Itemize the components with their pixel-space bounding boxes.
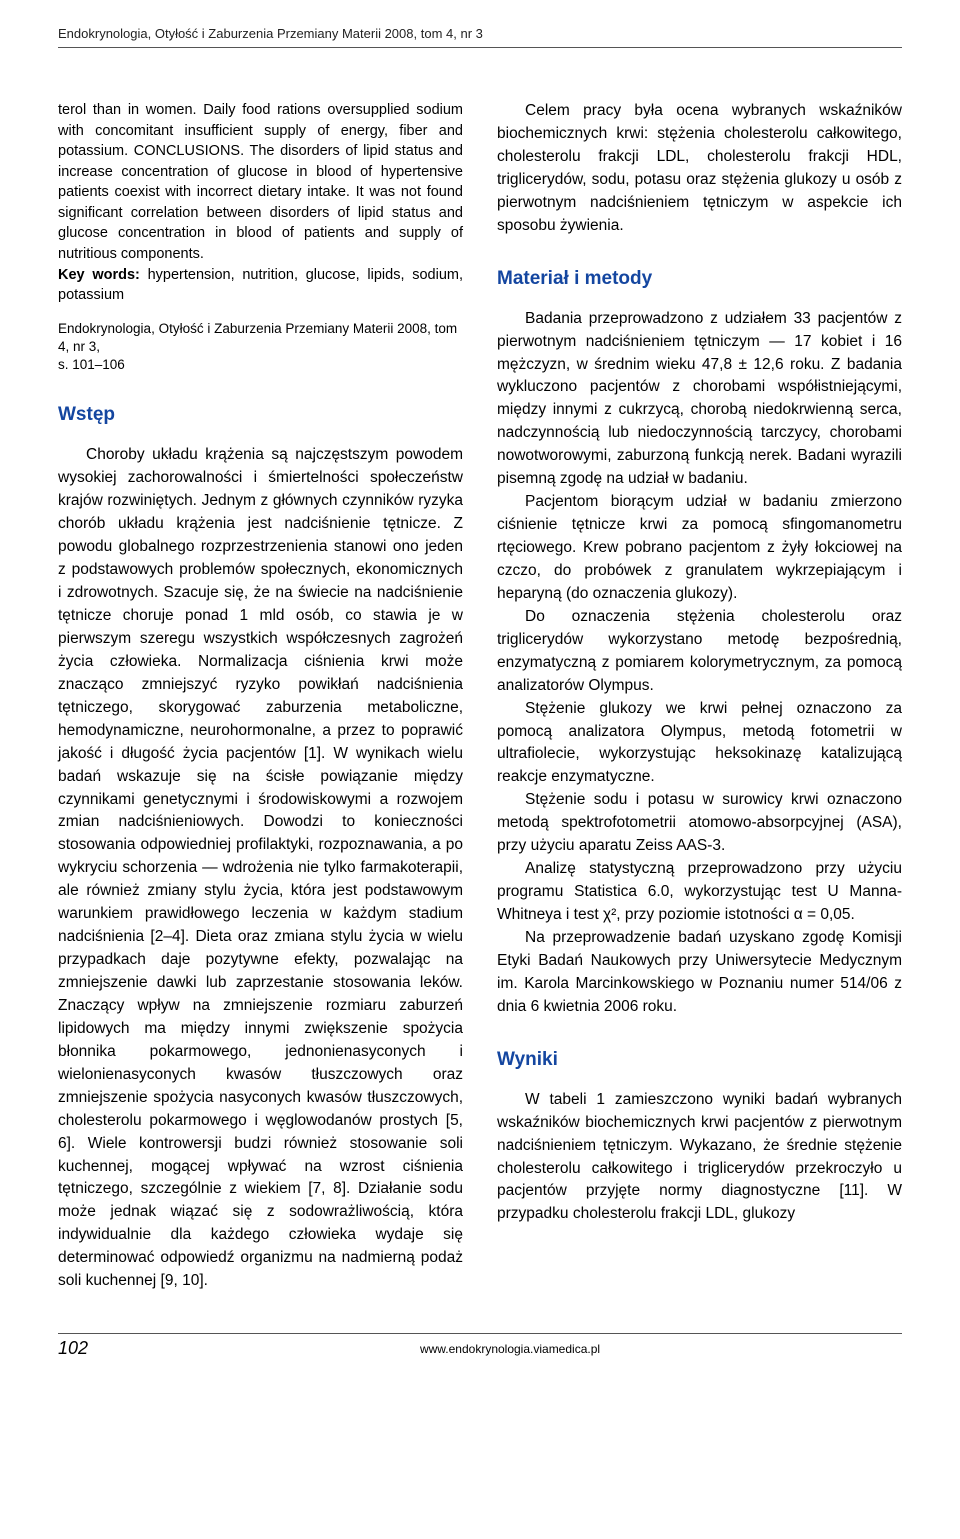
material-p6: Analizę statystyczną przeprowadzono przy…	[497, 858, 902, 927]
material-p7: Na przeprowadzenie badań uzyskano zgodę …	[497, 927, 902, 1019]
left-column: terol than in women. Daily food rations …	[58, 100, 463, 1293]
page-number: 102	[58, 1338, 118, 1359]
intro-paragraph: Celem pracy była ocena wybranych wskaźni…	[497, 100, 902, 238]
right-column: Celem pracy była ocena wybranych wskaźni…	[497, 100, 902, 1293]
abstract-body: terol than in women. Daily food rations …	[58, 100, 463, 265]
columns: terol than in women. Daily food rations …	[58, 100, 902, 1293]
material-p4: Stężenie glukozy we krwi pełnej oznaczon…	[497, 698, 902, 790]
page: Endokrynologia, Otyłość i Zaburzenia Prz…	[0, 0, 960, 1539]
footer: 102 www.endokrynologia.viamedica.pl	[58, 1338, 902, 1359]
section-title-material: Materiał i metody	[497, 268, 902, 290]
footer-rule	[58, 1333, 902, 1334]
header-rule	[58, 47, 902, 48]
keywords-label: Key words:	[58, 267, 140, 283]
abstract-keywords: Key words: hypertension, nutrition, gluc…	[58, 265, 463, 306]
material-p5: Stężenie sodu i potasu w surowicy krwi o…	[497, 789, 902, 858]
abstract-block: terol than in women. Daily food rations …	[58, 100, 463, 306]
citation-line-1: Endokrynologia, Otyłość i Zaburzenia Prz…	[58, 320, 463, 356]
wyniki-p1: W tabeli 1 zamieszczono wyniki badań wyb…	[497, 1089, 902, 1227]
material-p3: Do oznaczenia stężenia cholesterolu oraz…	[497, 606, 902, 698]
running-head: Endokrynologia, Otyłość i Zaburzenia Prz…	[58, 26, 902, 41]
footer-site: www.endokrynologia.viamedica.pl	[118, 1342, 902, 1356]
citation-line-2: s. 101–106	[58, 356, 463, 374]
material-p2: Pacjentom biorącym udział w badaniu zmie…	[497, 491, 902, 606]
section-title-wyniki: Wyniki	[497, 1049, 902, 1071]
citation: Endokrynologia, Otyłość i Zaburzenia Prz…	[58, 320, 463, 375]
wstep-body: Choroby układu krążenia są najczęstszym …	[58, 444, 463, 1293]
section-title-wstep: Wstęp	[58, 404, 463, 426]
material-p1: Badania przeprowadzono z udziałem 33 pac…	[497, 308, 902, 492]
